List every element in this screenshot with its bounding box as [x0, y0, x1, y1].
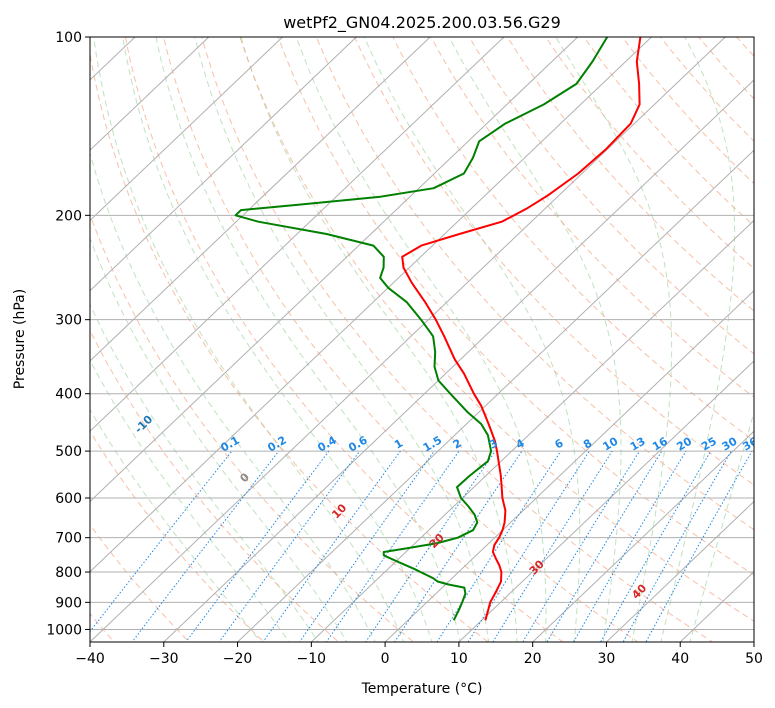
y-tick-label: 500 [55, 444, 82, 460]
isotherm-line [606, 500, 754, 642]
plot-frame [89, 36, 755, 643]
x-axis-title: Temperature (°C) [361, 681, 483, 697]
dry-adiabat-line [201, 37, 714, 642]
dry-adiabats [90, 37, 754, 642]
moist-adiabat-line [295, 37, 547, 642]
dry-adiabat-line [90, 212, 415, 642]
dry-adiabat-line [392, 37, 754, 442]
dry-adiabat-line [124, 37, 564, 642]
mixing-ratio-line [185, 450, 330, 642]
x-tick-label: 20 [524, 651, 542, 667]
mixing-ratio-line [600, 450, 712, 642]
mixing-ratio-line [131, 450, 280, 642]
x-tick-label: −30 [149, 651, 179, 667]
dry-adiabat-line [163, 37, 639, 642]
moist-adiabat-line [155, 37, 461, 642]
y-axis: 1000 900 800 700 600 500 400 300 200 100 [46, 30, 90, 638]
mixing-ratio-line [325, 450, 460, 642]
y-tick-label: 1000 [46, 622, 82, 638]
x-tick-label: 10 [450, 651, 468, 667]
moist-adiabat-line [363, 37, 581, 642]
x-tick-label: 40 [671, 651, 689, 667]
isotherm-line [90, 37, 357, 292]
isotherm-line [90, 37, 283, 222]
mixing-ratio-line [572, 450, 687, 642]
dry-adiabat-line [430, 37, 754, 398]
x-tick-label: 30 [598, 651, 616, 667]
isotherm-line [310, 219, 754, 642]
isotherm-line [90, 37, 431, 362]
dry-adiabat-line [468, 37, 754, 355]
mixing-ratio-line [622, 450, 732, 642]
dewpoint-trace [234, 37, 609, 621]
mixing-ratio-line [546, 450, 663, 642]
y-tick-label: 800 [55, 565, 82, 581]
y-axis-title: Pressure (hPa) [12, 289, 28, 389]
isotherm-line [90, 37, 505, 432]
isotherm-line [384, 289, 754, 642]
x-tick-label: −10 [297, 651, 327, 667]
moist-adiabat-line [90, 408, 262, 642]
isotherm-line [458, 360, 754, 642]
mixing-ratio-lines [90, 450, 753, 642]
chart-title: wetPf2_GN04.2025.200.03.56.G29 [283, 13, 561, 33]
isotherm-line [90, 37, 210, 151]
moist-adiabat-line [90, 359, 291, 642]
isotherm-line [163, 79, 754, 642]
dry-adiabat-line [90, 329, 340, 642]
temperature-trace [401, 37, 642, 621]
mixing-ratio-line [436, 450, 562, 642]
mixing-ratio-line [218, 450, 361, 642]
mixing-ratio-line [492, 450, 613, 642]
isotherm-line [532, 430, 754, 642]
isotherm-line [90, 37, 579, 503]
mixing-ratio-line [365, 450, 496, 642]
x-tick-label: 50 [745, 651, 763, 667]
x-tick-label: −40 [75, 651, 105, 667]
isotherms [90, 37, 754, 642]
y-tick-label: 700 [55, 531, 82, 547]
y-tick-label: 900 [55, 595, 82, 611]
y-tick-label: 600 [55, 491, 82, 507]
y-tick-label: 100 [55, 30, 82, 46]
mixing-ratio-line [467, 450, 590, 642]
traces [234, 37, 642, 621]
mixing-ratio-line [394, 450, 523, 642]
dry-adiabat-line [90, 430, 265, 642]
x-axis: −40 −30 −20 −10 0 10 20 30 40 50 [75, 642, 763, 667]
x-tick-label: 0 [381, 651, 390, 667]
y-tick-label: 300 [55, 313, 82, 329]
x-tick-label: −20 [223, 651, 253, 667]
dry-adiabat-line [506, 37, 754, 312]
mixing-ratio-label: 36 [740, 434, 760, 453]
mixing-ratio-line [522, 450, 641, 642]
mixing-ratio-line [298, 450, 435, 642]
isotherm-line [90, 37, 726, 642]
dry-adiabat-line [239, 37, 754, 622]
plot-area: 0.10.20.40.611.52346810131620253036-100-… [90, 37, 760, 642]
moist-adiabat-line [240, 37, 518, 642]
isotherm-line [90, 37, 652, 573]
isotherm-line [237, 149, 754, 642]
y-tick-label: 200 [55, 208, 82, 224]
moist-adiabat-line [448, 37, 622, 642]
y-tick-label: 400 [55, 387, 82, 403]
